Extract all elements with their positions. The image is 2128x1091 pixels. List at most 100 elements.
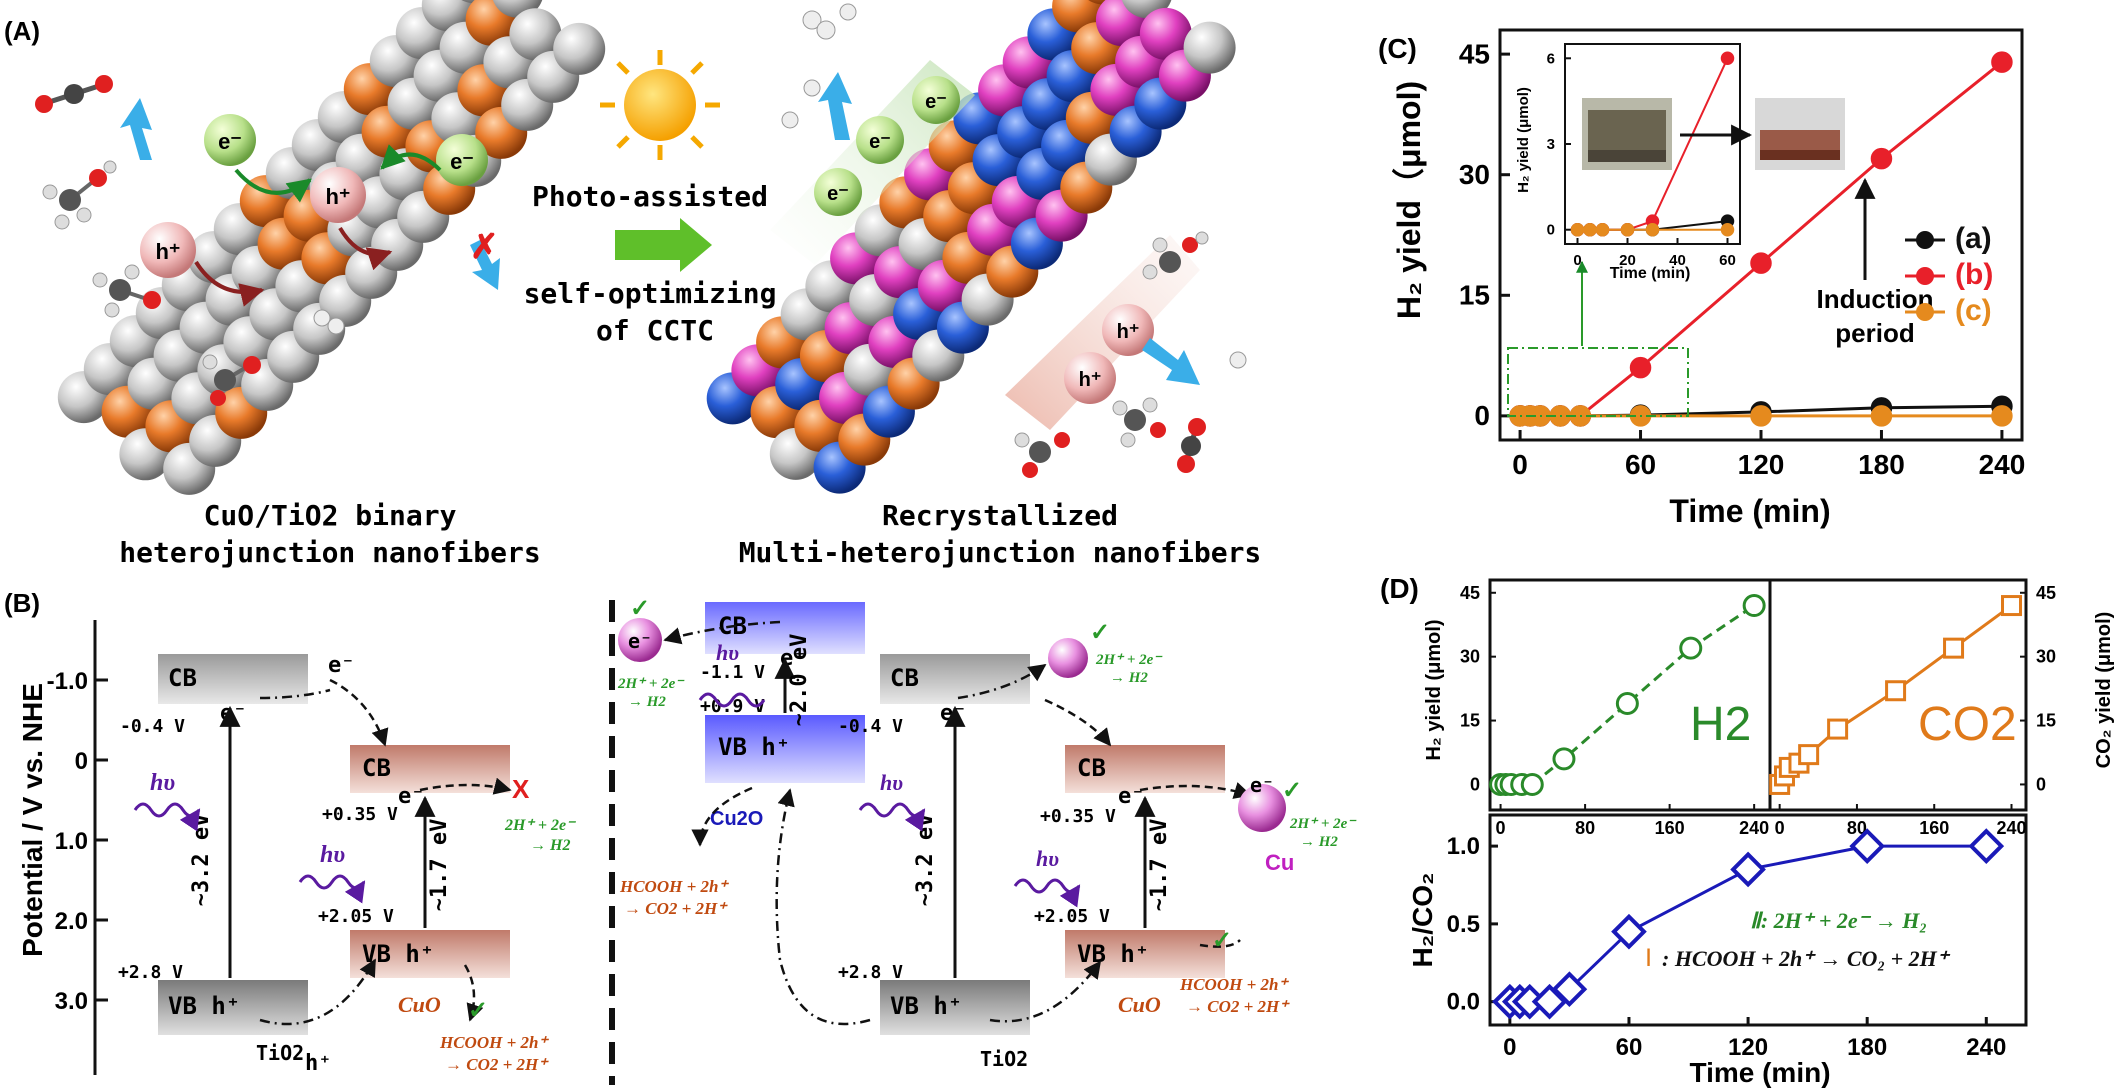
y-tick-label: 6: [1547, 50, 1555, 67]
data-point: [1720, 51, 1735, 66]
inset-series: [1570, 51, 1735, 237]
h-to-cuo-right-path: [989, 960, 1102, 1023]
cyan-arrow-blocked: [470, 240, 500, 290]
legend-marker: [1916, 267, 1934, 285]
hcooh-reaction-right-2: → CO2 + 2H⁺: [1186, 997, 1290, 1016]
x-tick-label: 0: [1775, 818, 1785, 838]
panel-c: (C) H₂ yield（μmol) Time (min) 0 60 120 180 2…: [1378, 28, 2025, 529]
light-wave-2: [298, 874, 366, 904]
right-caption-line2: Multi-heterojunction nanofibers: [739, 536, 1262, 569]
legend-label: (a): [1955, 222, 1992, 255]
h2-reaction-left-2: → H2: [530, 837, 570, 854]
d-eq2: Ⅱ: 2H⁺ + 2e⁻ → H₂: [1750, 908, 1927, 933]
legend-marker: [1916, 303, 1934, 321]
cuo-cb-label-left: CB: [362, 754, 391, 782]
data-point: [1551, 971, 1588, 1008]
cu2o-gap-label: ~2.0 eV: [787, 634, 812, 727]
data-point: [1552, 747, 1576, 771]
hole-bubble-right-2: h⁺: [1064, 352, 1116, 404]
h-from-cu2o-arrow: [691, 786, 753, 847]
h-transfer-label-left: h⁺: [305, 1051, 332, 1076]
tio2-cb-e-left: e⁻: [220, 701, 247, 726]
y-tick-label: 30: [2036, 647, 2056, 667]
x-tick-label: 0: [1503, 1034, 1516, 1061]
tio2-vb-left: [158, 980, 308, 1035]
cu2o-label: Cu2O: [710, 808, 763, 830]
induction-label-2: period: [1835, 318, 1914, 348]
cuo-cb-voltage-left: +0.35 V: [322, 804, 398, 825]
vial-photo-1: [1582, 98, 1672, 170]
cu2o-vb: [705, 715, 865, 783]
y-tick-label: 0: [2036, 774, 2046, 794]
tio2-vb-label-left: VB h⁺: [168, 992, 240, 1020]
methanol-molecule-1: [42, 160, 117, 230]
data-point: [1583, 222, 1597, 237]
y-tick-label: 45: [1459, 38, 1490, 69]
co2-molecule-right: [1177, 418, 1206, 473]
cuo-gap-label-left: ~1.7 eV: [427, 819, 452, 912]
d-co2-ylabel: CO₂ yield (μmol): [2093, 612, 2115, 769]
panel-b: (B) Potential / V vs. NHE -1.0 0 1.0 2.0 3.0…: [4, 588, 1357, 1085]
y-tick-label: 0: [1474, 400, 1490, 431]
hv-label-5: hυ: [1036, 846, 1059, 871]
cuo-cb-label-right: CB: [1077, 754, 1106, 782]
panel-label-c: (C): [1378, 33, 1417, 64]
block-x-icon: ✗: [470, 228, 499, 266]
electron-bubble-right-3: e⁻: [912, 76, 960, 124]
x-tick-label: 180: [1847, 1034, 1887, 1061]
d-ratio-ylabel: H₂/CO₂: [1407, 873, 1438, 968]
h2-reaction-cu2-1: 2H⁺ + 2e⁻: [1095, 652, 1163, 668]
x-tick-label: 0: [1573, 252, 1581, 269]
svg-text:e⁻: e⁻: [218, 129, 242, 154]
data-point: [1595, 222, 1610, 237]
data-point: [1645, 222, 1660, 237]
tio2-gap-label-left: ~3.2 eV: [189, 814, 214, 907]
h2-molecule-right-3: [1229, 351, 1247, 369]
y-tick-label: 1.0: [1447, 833, 1480, 860]
nanofiber-right: [706, 0, 1236, 494]
y-tick-label: 15: [1459, 280, 1490, 311]
d-eq1-num: Ⅰ: [1645, 946, 1652, 972]
svg-text:e⁻: e⁻: [1250, 773, 1274, 797]
data-point: [2001, 595, 2023, 617]
hcooh-reaction-mid-2: → CO2 + 2H⁺: [624, 899, 728, 918]
x-tick-label: 240: [1996, 818, 2026, 838]
cyan-arrow-up-left: [120, 98, 152, 160]
b-y-tick-label: 3.0: [55, 988, 88, 1015]
b-y-tick-label: 2.0: [55, 908, 88, 935]
svg-text:e⁻: e⁻: [925, 91, 947, 113]
tio2-label-left: TiO2: [256, 1041, 304, 1065]
panel-label-d: (D): [1380, 573, 1419, 604]
y-tick-label: 0: [1470, 774, 1480, 794]
check-mark-cu3: ✓: [1282, 777, 1302, 804]
self-optimizing-label: self-optimizing: [524, 277, 777, 310]
cuo-cb-right: [1065, 745, 1225, 793]
data-point: [1720, 222, 1735, 237]
electron-bubble-right-2: e⁻: [856, 116, 904, 164]
cuo-cb-left: [350, 745, 510, 793]
d-series: [1489, 594, 2023, 1020]
hcooh-reaction-right-1: HCOOH + 2h⁺: [1179, 975, 1289, 994]
tio2-vb-right: [880, 980, 1030, 1035]
x-tick-label: 240: [1966, 1034, 2006, 1061]
h2-reaction-cu2-2: → H2: [1110, 670, 1148, 686]
x-tick-label: 60: [1719, 252, 1736, 269]
atom-sphere: [553, 22, 606, 75]
sun-icon: [600, 50, 720, 160]
inset-ticks: 0 20 40 60 0 3 6: [1547, 50, 1736, 269]
svg-text:h⁺: h⁺: [1079, 369, 1102, 391]
e-to-cu1-path: [663, 620, 781, 645]
h2-molecule-right-2: [781, 79, 821, 129]
data-point: [1620, 222, 1635, 237]
data-point: [1870, 405, 1893, 427]
b-y-tick-label: 0: [75, 748, 88, 775]
atom-sphere: [509, 8, 562, 61]
left-caption-line1: CuO/TiO2 binary: [204, 499, 457, 532]
e-transfer-path-left: [259, 688, 331, 700]
photo-assisted-label: Photo-assisted: [532, 180, 768, 213]
legend-label: (b): [1955, 258, 1993, 291]
data-point: [1750, 252, 1772, 274]
x-tick-label: 120: [1728, 1034, 1768, 1061]
d-co2-big-label: CO2: [1918, 698, 2017, 751]
c-ylabel: H₂ yield（μmol): [1391, 81, 1427, 319]
